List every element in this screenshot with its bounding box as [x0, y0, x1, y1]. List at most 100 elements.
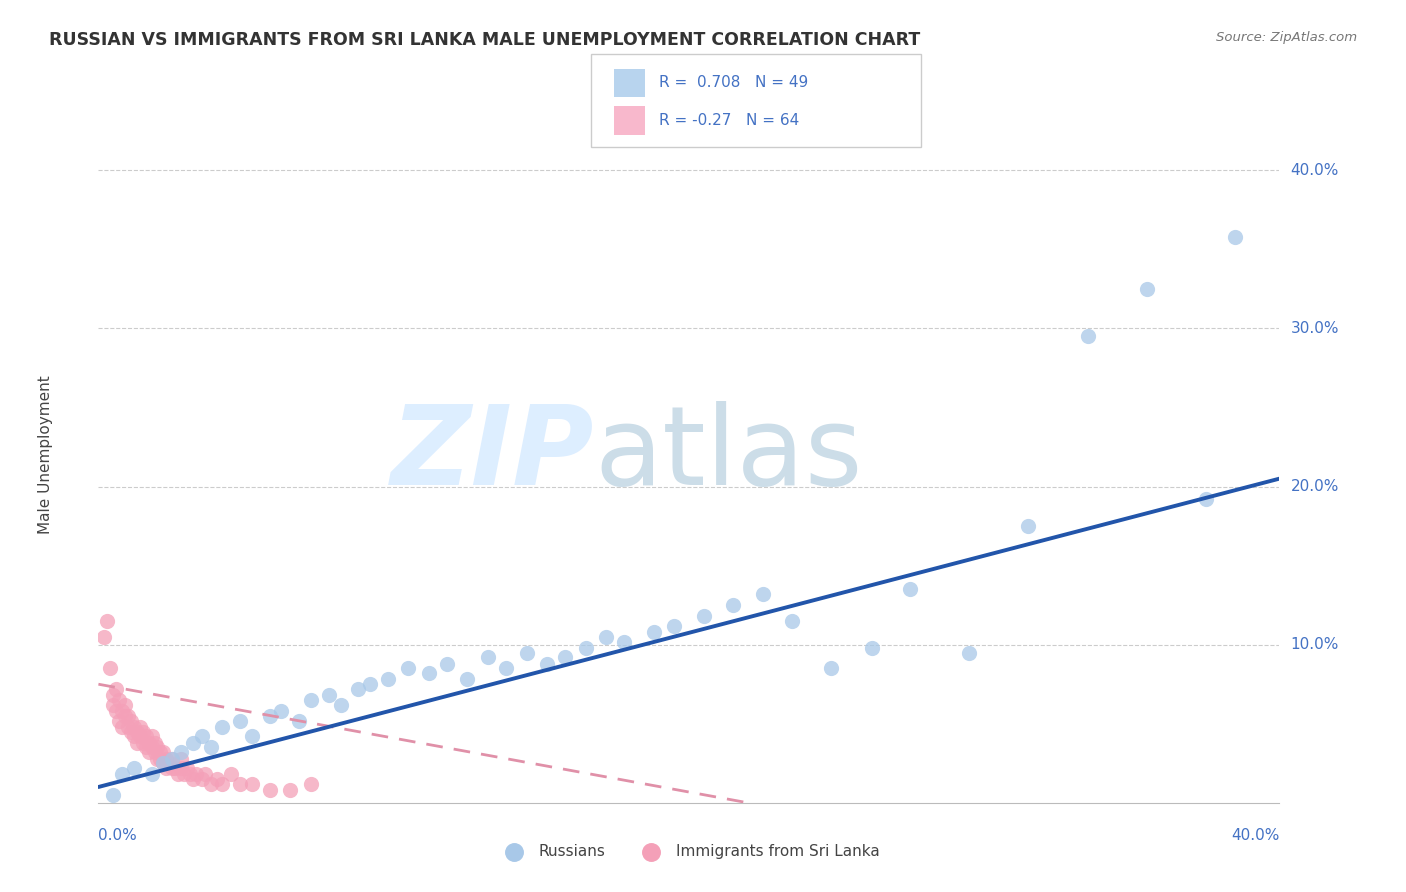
Point: [1195, 492, 1218, 507]
Text: 40.0%: 40.0%: [1232, 828, 1279, 843]
Point: [152, 756, 174, 771]
Point: [105, 704, 128, 718]
Point: [114, 708, 136, 723]
Point: [751, 587, 773, 601]
Point: [122, 720, 145, 734]
Point: [103, 698, 125, 712]
Point: [162, 751, 183, 765]
Point: [200, 777, 222, 791]
Point: [211, 777, 233, 791]
Text: Male Unemployment: Male Unemployment: [38, 376, 53, 534]
Point: [111, 704, 134, 718]
Point: [132, 724, 155, 739]
Point: [1017, 519, 1039, 533]
Point: [103, 788, 125, 802]
Point: [157, 756, 180, 771]
Point: [181, 736, 204, 750]
Point: [111, 720, 134, 734]
Point: [664, 618, 686, 632]
Point: [128, 730, 150, 744]
Point: [200, 740, 222, 755]
Point: [125, 724, 148, 739]
Point: [155, 761, 177, 775]
Point: [396, 661, 419, 675]
Point: [1077, 329, 1099, 343]
Point: [574, 640, 596, 655]
Legend: Russians, Immigrants from Sri Lanka: Russians, Immigrants from Sri Lanka: [492, 838, 886, 864]
Point: [299, 777, 322, 791]
Point: [155, 751, 177, 765]
Point: [900, 582, 922, 597]
Point: [219, 767, 242, 781]
Point: [347, 681, 370, 696]
Point: [229, 714, 252, 728]
Point: [167, 767, 190, 781]
Point: [162, 761, 183, 775]
Point: [105, 681, 128, 696]
Point: [120, 714, 142, 728]
Point: [117, 720, 139, 734]
Point: [108, 714, 131, 728]
Point: [359, 677, 381, 691]
Point: [122, 730, 145, 744]
Point: [693, 609, 716, 624]
Point: [138, 745, 160, 759]
Point: [436, 657, 458, 671]
Point: [477, 650, 499, 665]
Point: [179, 767, 201, 781]
Point: [860, 640, 883, 655]
Point: [138, 736, 160, 750]
Point: [149, 751, 172, 765]
Point: [170, 761, 193, 775]
Point: [643, 625, 665, 640]
Point: [120, 724, 142, 739]
Point: [143, 736, 166, 750]
Point: [240, 777, 263, 791]
Point: [165, 761, 187, 775]
Point: [135, 740, 157, 755]
Text: ZIP: ZIP: [391, 401, 595, 508]
Text: RUSSIAN VS IMMIGRANTS FROM SRI LANKA MALE UNEMPLOYMENT CORRELATION CHART: RUSSIAN VS IMMIGRANTS FROM SRI LANKA MAL…: [49, 31, 921, 49]
Point: [299, 693, 322, 707]
Point: [318, 688, 340, 702]
Point: [205, 772, 228, 786]
Point: [554, 650, 576, 665]
Point: [122, 761, 145, 775]
Point: [191, 772, 214, 786]
Point: [820, 661, 842, 675]
Point: [184, 767, 207, 781]
Point: [959, 646, 981, 660]
Point: [536, 657, 558, 671]
Point: [613, 634, 636, 648]
Point: [288, 714, 311, 728]
Point: [173, 767, 195, 781]
Point: [152, 745, 174, 759]
Text: 30.0%: 30.0%: [1291, 321, 1339, 336]
Point: [170, 745, 193, 759]
Point: [1135, 282, 1157, 296]
Text: 10.0%: 10.0%: [1291, 637, 1339, 652]
Point: [259, 783, 281, 797]
Point: [515, 646, 537, 660]
Text: 0.0%: 0.0%: [98, 828, 138, 843]
Point: [152, 756, 174, 771]
Point: [278, 783, 302, 797]
Point: [456, 673, 478, 687]
Point: [721, 598, 744, 612]
Point: [117, 708, 139, 723]
Point: [141, 767, 163, 781]
Point: [162, 751, 183, 765]
Point: [194, 767, 217, 781]
Text: 20.0%: 20.0%: [1291, 479, 1339, 494]
Point: [782, 614, 804, 628]
Point: [103, 688, 125, 702]
Point: [377, 673, 399, 687]
Point: [270, 704, 292, 718]
Point: [329, 698, 352, 712]
Point: [146, 740, 169, 755]
Text: atlas: atlas: [595, 401, 863, 508]
Text: Source: ZipAtlas.com: Source: ZipAtlas.com: [1216, 31, 1357, 45]
Point: [418, 666, 440, 681]
Point: [1223, 229, 1246, 244]
Text: R =  0.708   N = 49: R = 0.708 N = 49: [659, 76, 808, 90]
